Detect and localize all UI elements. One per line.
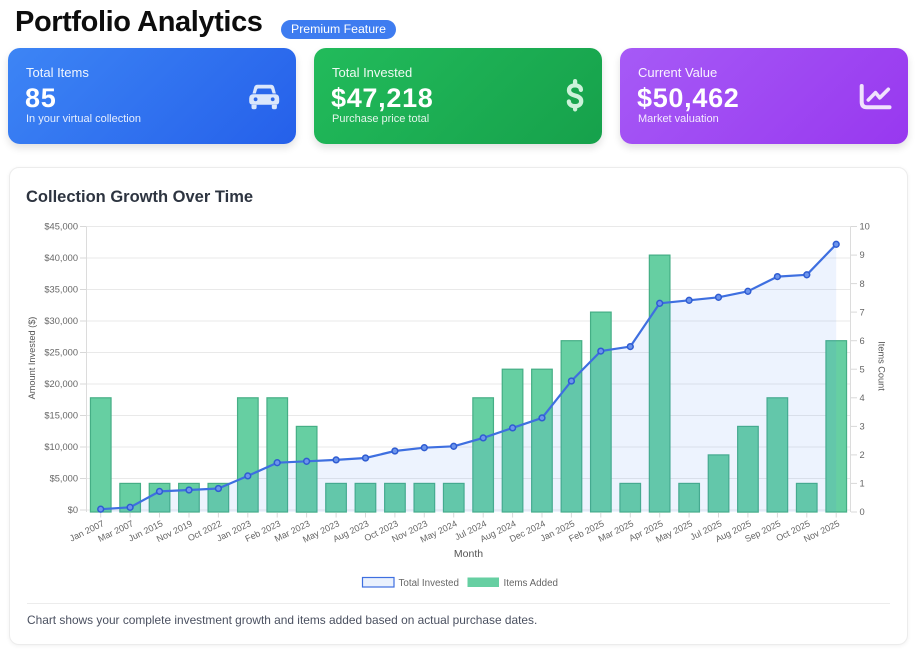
svg-text:Items Added: Items Added: [504, 578, 558, 589]
svg-text:10: 10: [860, 222, 870, 232]
svg-text:5: 5: [860, 364, 865, 374]
svg-text:$35,000: $35,000: [44, 285, 78, 295]
svg-text:7: 7: [860, 307, 865, 317]
svg-text:$20,000: $20,000: [44, 379, 78, 389]
svg-text:$5,000: $5,000: [50, 474, 78, 484]
svg-text:2: 2: [860, 450, 865, 460]
svg-text:$15,000: $15,000: [44, 411, 78, 421]
svg-text:6: 6: [860, 336, 865, 346]
svg-text:8: 8: [860, 279, 865, 289]
svg-text:Amount Invested ($): Amount Invested ($): [27, 317, 37, 400]
svg-text:Month: Month: [454, 548, 483, 560]
svg-text:3: 3: [860, 422, 865, 432]
svg-text:Items Count: Items Count: [877, 341, 887, 391]
svg-text:$40,000: $40,000: [44, 253, 78, 263]
svg-text:1: 1: [860, 479, 865, 489]
svg-text:$10,000: $10,000: [44, 442, 78, 452]
svg-text:$30,000: $30,000: [44, 316, 78, 326]
svg-text:9: 9: [860, 250, 865, 260]
svg-text:$45,000: $45,000: [44, 222, 78, 232]
svg-text:Total Invested: Total Invested: [399, 578, 459, 589]
svg-text:$25,000: $25,000: [44, 348, 78, 358]
svg-text:$0: $0: [68, 505, 78, 515]
svg-text:4: 4: [860, 393, 865, 403]
svg-text:0: 0: [860, 507, 865, 517]
